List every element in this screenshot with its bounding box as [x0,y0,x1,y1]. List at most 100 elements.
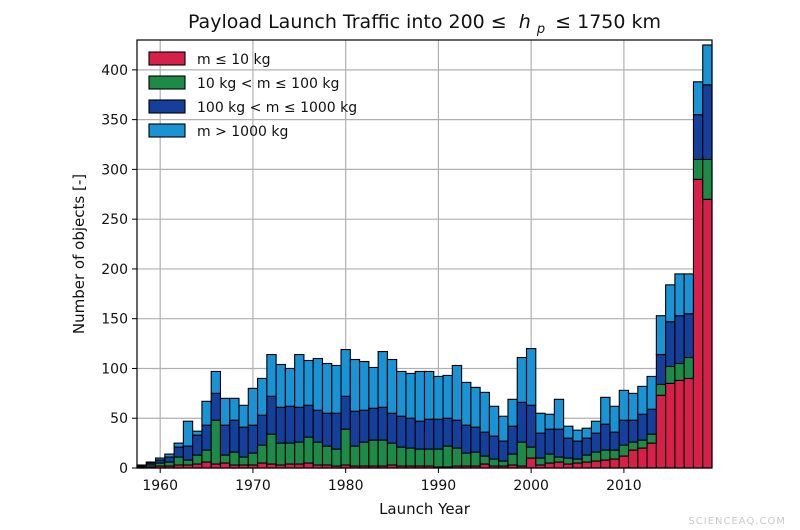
bar-2007-series-4 [590,420,602,434]
bar-1965-series-3 [201,424,212,451]
bar-2004-series-3 [563,437,574,459]
bar-1997-series-2 [498,460,509,467]
bar-1995-series-3 [479,431,490,457]
watermark: SCIENCEAQ.COM [688,516,786,527]
bar-2019-series-1 [702,198,713,469]
chart-title: Payload Launch Traffic into 200 ≤ h p ≤ … [188,11,661,38]
bar-1977-series-3 [312,409,324,443]
bar-1995-series-4 [479,391,490,433]
bar-2015-series-3 [665,321,676,368]
bar-1999-series-3 [516,401,528,443]
bar-1978-series-2 [321,445,333,466]
bar-2004-series-2 [563,457,574,465]
y-tick-label: 350 [101,113,128,129]
bar-1968-series-2 [229,451,240,466]
bar-1960-series-4 [154,457,166,461]
bar-1987-series-4 [405,372,416,419]
bar-2000-series-2 [525,446,537,459]
bar-2006-series-3 [581,437,592,456]
chart-title-prefix: Payload Launch Traffic into 200 ≤ [188,11,507,33]
bar-1967-series-4 [219,397,231,426]
bar-1993-series-2 [461,452,472,467]
bar-2008-series-1 [600,459,611,469]
bar-1998-series-4 [507,398,518,427]
bar-2017-series-1 [683,377,695,469]
bar-1989-series-2 [423,448,435,467]
bar-1966-series-3 [210,392,222,421]
bar-1998-series-2 [507,453,518,466]
bar-1966-series-4 [210,370,222,394]
bar-1975-series-4 [294,353,305,408]
bar-2011-series-3 [627,419,639,443]
bar-1992-series-3 [451,419,463,449]
bar-2011-series-1 [627,449,639,469]
bar-1964-series-3 [192,434,203,456]
legend-swatch-1 [148,51,186,66]
bar-1964-series-4 [192,430,203,436]
bar-2000-series-4 [525,348,537,406]
bar-2017-series-2 [683,356,695,379]
x-tick-label: 2010 [606,478,642,494]
bar-2007-series-2 [590,451,602,462]
x-axis-label: Launch Year [379,500,471,518]
bar-1984-series-3 [377,406,388,441]
bar-2015-series-2 [665,365,676,384]
bar-2010-series-1 [618,455,630,469]
bar-1969-series-3 [238,426,249,458]
bar-1994-series-4 [470,386,481,428]
bar-1979-series-4 [331,364,342,414]
bar-2005-series-2 [572,458,583,464]
bar-1987-series-2 [405,447,416,467]
bars [136,44,713,469]
bar-2019-series-4 [702,44,713,86]
bar-2016-series-4 [674,273,685,317]
y-tick-label: 50 [110,411,128,427]
bar-1969-series-4 [238,404,249,428]
bar-2001-series-3 [535,432,546,459]
bar-1978-series-3 [321,412,333,447]
bar-2012-series-3 [637,413,648,441]
bar-2002-series-1 [544,462,555,469]
bar-1983-series-3 [368,407,379,441]
bar-1992-series-2 [451,447,463,467]
bar-1962-series-4 [173,442,184,448]
bar-2008-series-3 [600,423,611,451]
bar-1975-series-3 [294,406,305,443]
bar-1972-series-4 [266,353,277,397]
bar-1965-series-1 [201,461,212,469]
bar-1982-series-2 [359,441,370,467]
bar-1984-series-4 [377,350,388,408]
bar-1961-series-2 [164,461,175,467]
bar-1996-series-4 [488,405,500,437]
bar-2003-series-3 [553,428,565,458]
bar-1958-series-3 [136,464,147,467]
bar-1971-series-1 [257,462,268,469]
bar-1967-series-1 [219,462,231,469]
bar-1979-series-2 [331,448,342,467]
bar-1989-series-4 [423,370,435,420]
bar-2016-series-2 [674,362,685,381]
bar-1979-series-3 [331,412,342,450]
bar-1991-series-4 [442,374,453,419]
legend: m ≤ 10 kg 10 kg < m ≤ 100 kg 100 kg < m ≤ … [148,51,357,140]
bar-2019-series-3 [702,84,713,160]
legend-swatch-3 [148,99,186,114]
bar-1981-series-2 [349,445,361,467]
bar-1973-series-2 [275,442,286,466]
bar-1982-series-3 [359,409,370,443]
bar-1973-series-4 [275,363,286,408]
bar-1991-series-2 [442,445,453,468]
bar-2015-series-1 [665,382,676,469]
bar-2010-series-4 [618,389,630,421]
legend-swatch-4 [148,123,186,138]
bar-2018-series-3 [692,114,704,160]
x-tick-label: 1970 [235,478,271,494]
bar-2014-series-3 [655,353,667,385]
x-tick-label: 1980 [328,478,364,494]
bar-1971-series-3 [257,414,268,446]
bar-2016-series-1 [674,379,685,469]
bar-1978-series-4 [321,362,333,414]
y-tick-label: 0 [119,461,128,477]
bar-1977-series-2 [312,441,324,466]
y-tick-label: 100 [101,361,128,377]
